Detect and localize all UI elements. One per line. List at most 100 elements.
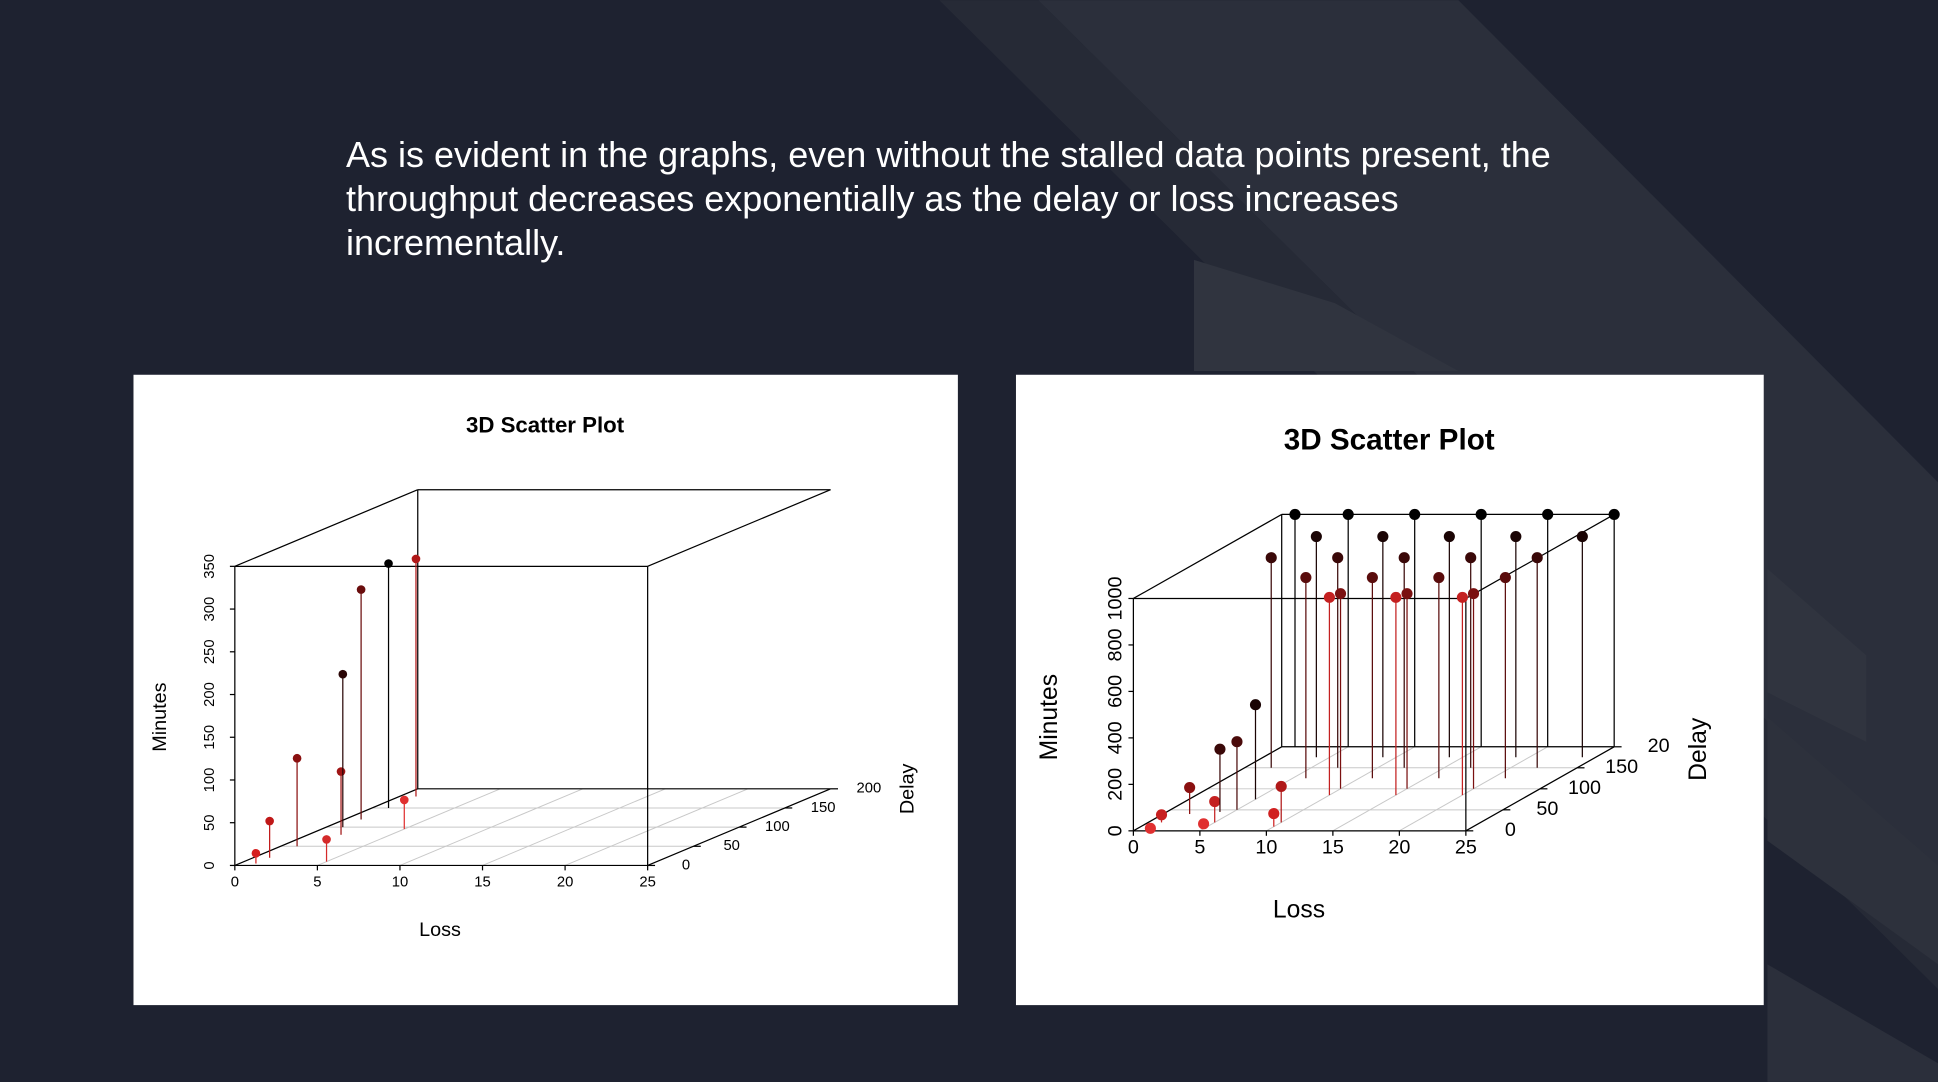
point <box>292 753 302 763</box>
z-tick-label: 400 <box>1104 721 1126 754</box>
point <box>1265 552 1277 564</box>
y-tick-label: 100 <box>1568 777 1601 799</box>
grid-line <box>482 788 666 866</box>
x-tick-label: 20 <box>1388 836 1410 858</box>
box-edge <box>647 489 831 567</box>
box-edge <box>234 489 418 567</box>
x-tick-label: 10 <box>392 875 409 891</box>
point <box>1231 736 1243 748</box>
point <box>1275 780 1287 792</box>
y-tick-label: 150 <box>811 800 836 816</box>
point <box>1443 530 1455 543</box>
grid-line <box>399 788 584 866</box>
point <box>336 767 346 776</box>
z-axis-label: Minutes <box>1036 674 1063 761</box>
point <box>1531 552 1543 564</box>
z-tick-label: 200 <box>202 682 218 707</box>
x-tick-label: 20 <box>557 875 574 891</box>
point <box>1268 808 1280 820</box>
z-tick-label: 300 <box>202 597 218 622</box>
bg-stripe <box>1767 717 1938 965</box>
y-tick-label: 200 <box>857 781 882 797</box>
z-tick-label: 0 <box>202 861 218 869</box>
chart-title: 3D Scatter Plot <box>466 413 625 438</box>
z-tick-label: 1000 <box>1104 576 1126 620</box>
point <box>1398 552 1410 564</box>
x-tick-label: 5 <box>313 875 321 891</box>
point <box>356 585 366 594</box>
point <box>1214 743 1226 755</box>
y-axis-label: Delay <box>897 763 919 814</box>
point <box>322 835 331 844</box>
point <box>1300 571 1312 584</box>
y-tick-label: 50 <box>723 838 740 854</box>
point <box>411 554 421 564</box>
point <box>1608 508 1620 520</box>
point <box>338 669 348 679</box>
z-tick-label: 0 <box>1104 825 1126 836</box>
bg-stripe <box>1767 964 1938 1082</box>
z-axis-label: Minutes <box>149 682 171 751</box>
point <box>1576 530 1588 543</box>
x-tick-label: 0 <box>1128 836 1139 858</box>
point <box>1209 795 1221 808</box>
z-tick-label: 200 <box>1104 768 1126 801</box>
x-tick-label: 10 <box>1255 836 1277 858</box>
z-tick-label: 100 <box>202 768 218 793</box>
point <box>1289 508 1301 520</box>
x-tick-label: 0 <box>231 875 239 891</box>
bg-stripe <box>1193 259 1459 372</box>
point <box>1409 508 1421 520</box>
point <box>1377 530 1389 543</box>
point <box>265 816 274 826</box>
point <box>1144 822 1156 834</box>
x-tick-label: 15 <box>1322 836 1344 858</box>
point <box>1198 818 1210 830</box>
x-tick-label: 15 <box>474 875 491 891</box>
box-edge <box>234 788 418 867</box>
point <box>1310 530 1322 543</box>
y-tick-label: 0 <box>1505 819 1516 841</box>
x-axis-label: Loss <box>419 919 461 941</box>
grid-line <box>1199 746 1349 832</box>
grid-line <box>564 788 749 866</box>
bg-stripe <box>1767 568 1867 742</box>
point <box>1433 571 1445 584</box>
chart-title: 3D Scatter Plot <box>1284 423 1495 456</box>
point <box>1334 588 1347 600</box>
chart-panel <box>1015 374 1764 1006</box>
point <box>1366 571 1378 584</box>
x-tick-label: 25 <box>639 875 656 891</box>
slide-text: As is evident in the graphs, even withou… <box>346 134 1551 263</box>
point <box>1456 591 1468 603</box>
z-tick-label: 600 <box>1104 675 1126 708</box>
point <box>1401 588 1413 600</box>
point <box>1249 699 1262 711</box>
x-tick-label: 5 <box>1194 836 1205 858</box>
point <box>384 559 393 568</box>
chart-panel <box>133 374 958 1006</box>
y-tick-label: 50 <box>1536 798 1558 820</box>
point <box>1342 508 1354 520</box>
point <box>1510 530 1522 543</box>
y-tick-label: 100 <box>765 819 790 835</box>
y-tick-label: 20 <box>1648 735 1670 757</box>
z-tick-label: 800 <box>1104 628 1126 661</box>
point <box>1390 591 1402 603</box>
y-tick-label: 150 <box>1605 756 1638 778</box>
z-tick-label: 150 <box>202 725 218 750</box>
point <box>1155 809 1168 821</box>
point <box>1323 591 1335 603</box>
point <box>399 795 409 805</box>
x-axis-label: Loss <box>1273 897 1325 924</box>
grid-line <box>317 788 501 866</box>
point <box>1499 571 1511 584</box>
point <box>251 848 261 858</box>
point <box>1332 552 1344 564</box>
z-tick-label: 250 <box>202 639 218 664</box>
point <box>1184 781 1196 794</box>
point <box>1465 552 1477 564</box>
y-tick-label: 0 <box>682 857 690 873</box>
